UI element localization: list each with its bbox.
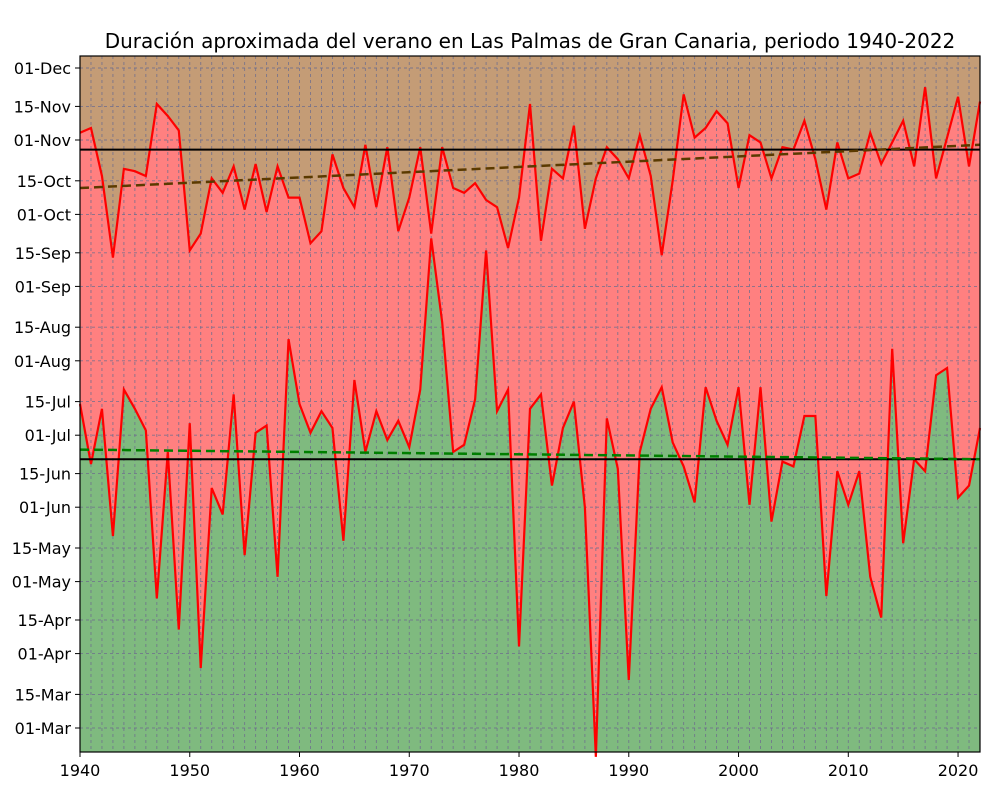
- x-tick-label: 1990: [608, 761, 649, 780]
- y-tick-label: 01-Apr: [18, 645, 72, 664]
- x-tick-label: 1940: [60, 761, 101, 780]
- y-tick-label: 15-Jul: [25, 393, 71, 412]
- y-tick-label: 15-May: [12, 539, 71, 558]
- y-tick-label: 01-Sep: [15, 277, 71, 296]
- chart-title: Duración aproximada del verano en Las Pa…: [105, 29, 956, 53]
- y-tick-label: 15-Apr: [18, 611, 72, 630]
- x-tick-label: 1980: [499, 761, 540, 780]
- x-tick-label: 2010: [828, 761, 869, 780]
- y-tick-label: 01-May: [12, 573, 71, 592]
- x-axis-ticks: 1940 1950 1960 1970 1980 1990 2000 2010 2020: [60, 752, 979, 780]
- y-tick-label: 01-Dec: [14, 59, 71, 78]
- x-tick-label: 1970: [389, 761, 430, 780]
- trend-start-line: [79, 448, 981, 461]
- y-tick-label: 01-Jul: [25, 426, 71, 445]
- y-tick-label: 01-Mar: [15, 719, 72, 738]
- y-tick-label: 15-Nov: [14, 97, 71, 116]
- y-axis-ticks: 01-Mar 15-Mar 01-Apr 15-Apr 01-May 15-May 01-J…: [12, 59, 80, 738]
- spring-region: [80, 238, 980, 757]
- trend-end-line: [79, 143, 981, 190]
- y-tick-label: 15-Jun: [19, 465, 71, 484]
- y-tick-label: 15-Oct: [17, 172, 71, 191]
- x-tick-label: 1950: [169, 761, 210, 780]
- x-tick-label: 2000: [718, 761, 759, 780]
- x-tick-label: 2020: [938, 761, 979, 780]
- x-tick-label: 1960: [279, 761, 320, 780]
- plot-area: [78, 55, 982, 757]
- y-tick-label: 15-Sep: [15, 244, 71, 263]
- summer-end-line: [79, 87, 982, 258]
- y-tick-label: 01-Aug: [14, 352, 71, 371]
- plot-frame: [79, 55, 981, 753]
- y-tick-label: 01-Nov: [14, 131, 71, 150]
- y-tick-label: 01-Oct: [17, 205, 71, 224]
- y-tick-label: 01-Jun: [19, 498, 71, 517]
- y-tick-label: 15-Aug: [14, 318, 71, 337]
- summer-start-line: [78, 238, 982, 757]
- y-tick-label: 15-Mar: [15, 685, 72, 704]
